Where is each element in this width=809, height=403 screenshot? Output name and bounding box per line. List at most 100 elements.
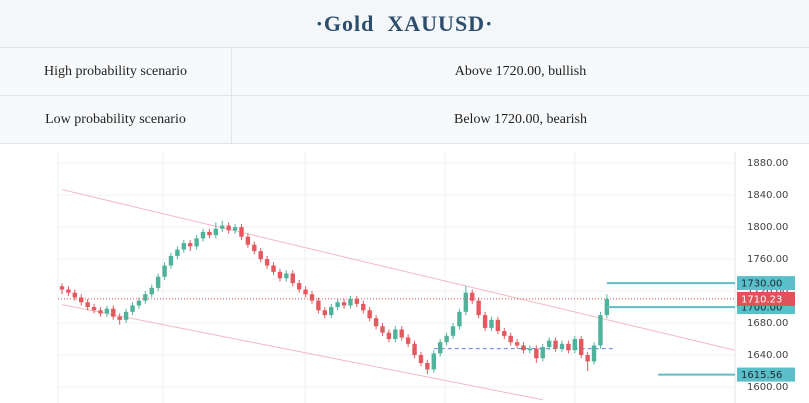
candle-body bbox=[232, 227, 238, 231]
candle-body bbox=[258, 251, 263, 260]
channel-line bbox=[61, 189, 736, 351]
candle-body bbox=[386, 332, 392, 340]
candle-body bbox=[508, 335, 513, 343]
cell: Below 1720.00, bearish bbox=[454, 111, 587, 127]
y-tick-label: 1840.00 bbox=[747, 190, 788, 201]
level-box bbox=[737, 367, 795, 382]
candle-body bbox=[437, 342, 443, 354]
candle-body bbox=[143, 294, 148, 301]
candle-body bbox=[585, 355, 590, 362]
candle-body bbox=[309, 294, 315, 301]
candle-body bbox=[354, 299, 360, 304]
candle-body bbox=[476, 300, 481, 316]
candle-body bbox=[226, 225, 231, 231]
candle-body bbox=[296, 283, 302, 290]
candle-body bbox=[579, 339, 584, 356]
cell: High probability scenario bbox=[0, 48, 232, 95]
chart: 1600.00 1640.00 1680.00 1720.00 1760.00 1800.… bbox=[0, 144, 809, 403]
y-tick-label: 1600.00 bbox=[747, 382, 788, 393]
candle-body bbox=[66, 289, 71, 293]
current-price-box bbox=[737, 291, 795, 306]
candle-body bbox=[277, 271, 283, 279]
y-tick-label: 1800.00 bbox=[747, 222, 788, 233]
candle-body bbox=[200, 231, 206, 239]
chart-bg bbox=[0, 144, 809, 403]
current-price-label: 1710.23 bbox=[741, 294, 782, 305]
candle-body bbox=[181, 243, 186, 250]
level-box bbox=[737, 276, 795, 291]
candle-body bbox=[98, 310, 103, 314]
candle-body bbox=[303, 289, 308, 295]
cell: Above 1720.00, bullish bbox=[454, 63, 587, 79]
candle-body bbox=[566, 343, 571, 351]
candle-body bbox=[521, 345, 526, 351]
candle-body bbox=[489, 319, 494, 328]
level-label: 1730.00 bbox=[741, 279, 782, 290]
candle-body bbox=[155, 276, 161, 288]
candle-body bbox=[149, 287, 154, 295]
candle-body bbox=[104, 308, 110, 314]
candle-body bbox=[546, 340, 552, 348]
candle-body bbox=[405, 337, 411, 344]
candle-body bbox=[572, 339, 577, 351]
candle-body bbox=[373, 318, 379, 327]
candle-body bbox=[399, 329, 404, 338]
candle-body bbox=[367, 310, 372, 319]
candle-body bbox=[316, 300, 321, 311]
channel-line bbox=[61, 304, 543, 401]
candle-body bbox=[264, 259, 270, 266]
candle-body bbox=[444, 335, 449, 343]
candle-body bbox=[162, 265, 167, 277]
candle-body bbox=[425, 363, 430, 370]
table-row: High probability scenario Above 1720.00,… bbox=[0, 48, 809, 96]
y-tick-label: 1760.00 bbox=[747, 254, 788, 265]
candle-body bbox=[322, 310, 328, 316]
y-tick-label: 1680.00 bbox=[747, 318, 788, 329]
candle-body bbox=[194, 238, 199, 247]
candle-body bbox=[591, 345, 597, 362]
y-tick-label: 1640.00 bbox=[747, 350, 788, 361]
candle-body bbox=[213, 228, 219, 236]
candle-body bbox=[117, 316, 122, 320]
candle-body bbox=[495, 319, 501, 332]
y-tick-label: 1720.00 bbox=[747, 286, 788, 297]
candle-body bbox=[348, 299, 353, 306]
candle-body bbox=[252, 244, 257, 252]
candle-body bbox=[463, 292, 469, 312]
candle-body bbox=[207, 231, 212, 236]
title: ·Gold XAUUSD· bbox=[315, 10, 494, 36]
candle-body bbox=[412, 343, 417, 356]
candle-body bbox=[418, 355, 424, 364]
candle-body bbox=[188, 243, 193, 247]
header: ·Gold XAUUSD· bbox=[0, 0, 809, 48]
candle-body bbox=[559, 343, 565, 349]
candle-body bbox=[290, 273, 295, 284]
candle-body bbox=[329, 307, 334, 316]
candle-body bbox=[457, 311, 462, 327]
candle-body bbox=[91, 307, 97, 311]
candle-body bbox=[59, 286, 65, 290]
candle-body bbox=[284, 273, 289, 279]
candle-body bbox=[527, 348, 533, 351]
candle-body bbox=[431, 353, 436, 370]
candle-body bbox=[72, 292, 78, 298]
candle-body bbox=[123, 311, 129, 320]
candle-body bbox=[393, 329, 398, 340]
candle-body bbox=[598, 315, 603, 346]
candle-body bbox=[553, 340, 558, 349]
candle-body bbox=[341, 302, 347, 306]
candle-body bbox=[136, 300, 142, 306]
candle-body bbox=[239, 227, 244, 237]
candle-body bbox=[470, 292, 475, 301]
candle-body bbox=[335, 302, 340, 308]
candle-body bbox=[361, 303, 366, 311]
candle-body bbox=[85, 302, 90, 308]
candle-body bbox=[502, 331, 507, 336]
candle-body bbox=[271, 265, 276, 272]
candle-body bbox=[245, 236, 251, 245]
candle-body bbox=[514, 342, 520, 346]
candle-body bbox=[111, 308, 116, 317]
level-label: 1615.56 bbox=[741, 370, 782, 381]
